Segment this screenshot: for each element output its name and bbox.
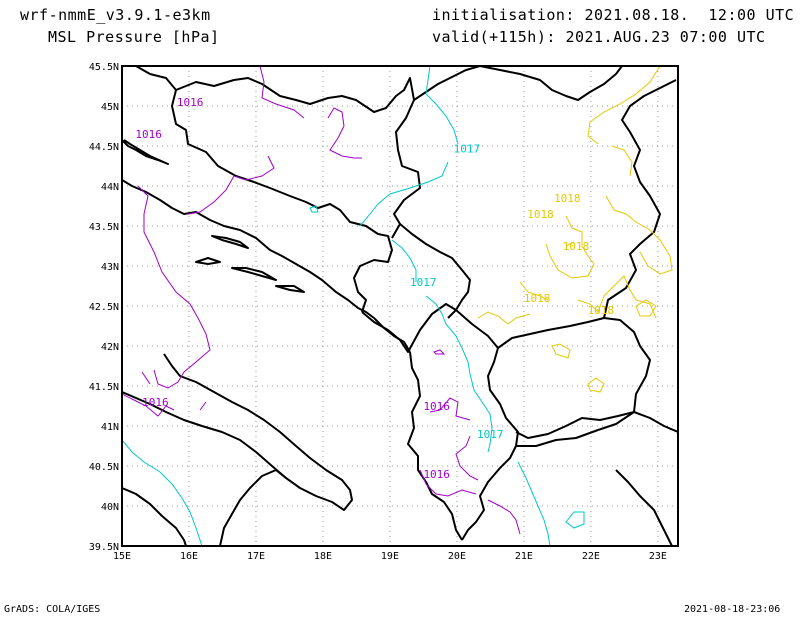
isobar-label: 1016	[423, 400, 450, 413]
isobar-label: 1018	[554, 192, 581, 205]
isobar-1016-albania	[419, 397, 521, 535]
border-serbia-west	[413, 66, 481, 101]
footer-timestamp: 2021-08-18-23:06	[684, 604, 781, 615]
lat-tick-label: 43.5N	[89, 222, 119, 233]
lon-tick-label: 22E	[582, 551, 600, 562]
isobar-1016-north	[259, 66, 362, 159]
coastline-italy	[122, 139, 169, 165]
border-bulgaria	[603, 79, 677, 319]
isobar-1017-south	[517, 461, 551, 546]
lon-tick-label: 23E	[649, 551, 667, 562]
isobar-label: 1018	[563, 240, 590, 253]
border-montenegro	[361, 303, 457, 353]
isobars-1016	[122, 66, 521, 535]
isobars-1018	[477, 66, 673, 393]
lat-tick-label: 41N	[101, 422, 119, 433]
isobar-1018-ring	[551, 343, 571, 359]
lat-tick-label: 43N	[101, 262, 119, 273]
isobar-label: 1016	[142, 396, 169, 409]
valid-time: valid(+115h): 2021.AUG.23 07:00 UTC	[432, 28, 766, 46]
lat-tick-label: 40.5N	[89, 462, 119, 473]
lat-tick-label: 39.5N	[89, 542, 119, 553]
lat-tick-label: 42.5N	[89, 302, 119, 313]
map-frame	[121, 65, 679, 547]
border-north-macedonia	[497, 317, 651, 439]
border-serbia-bosnia	[399, 223, 471, 319]
field-title: MSL Pressure [hPa]	[48, 28, 220, 46]
isobar-1018-center	[545, 215, 595, 279]
lon-tick-label: 15E	[113, 551, 131, 562]
coastline-italy-gulf	[122, 487, 187, 546]
isobar-label: 1017	[454, 142, 481, 155]
isobar-1017-italy	[122, 439, 203, 546]
isobar-1016-small	[433, 349, 446, 355]
isobar-1018-ring2	[587, 377, 605, 393]
coastline-adriatic-north	[122, 179, 411, 353]
isobar-1017-small	[565, 511, 585, 529]
island-2	[195, 257, 221, 265]
lat-tick-label: 45.5N	[89, 62, 119, 73]
lon-tick-label: 20E	[448, 551, 466, 562]
isobar-label: 1017	[477, 428, 504, 441]
border-croatia-bosnia	[135, 66, 393, 313]
island-1	[211, 235, 249, 249]
valid-label: valid(+115h):	[432, 28, 556, 46]
lat-tick-label: 44.5N	[89, 142, 119, 153]
isobar-1018-ne	[587, 66, 673, 275]
footer-credit: GrADS: COLA/IGES	[4, 604, 101, 615]
lat-tick-label: 41.5N	[89, 382, 119, 393]
lat-tick-label: 44N	[101, 182, 119, 193]
isobar-label: 1018	[527, 208, 554, 221]
isobar-1016-west	[137, 185, 211, 389]
isobars-1017	[122, 66, 585, 546]
island-3	[231, 267, 277, 281]
isobar-label: 1018	[524, 292, 551, 305]
model-title: wrf-nmmE_v3.9.1-e3km	[20, 6, 211, 24]
isobar-1017-dot	[309, 205, 319, 213]
isobar-1017-north	[359, 66, 493, 453]
isobar-label: 1016	[135, 128, 162, 141]
lon-tick-label: 18E	[314, 551, 332, 562]
axis-labels: 15E 16E 17E 18E 19E 20E 21E 22E 23E 45.5N 45N 44.5N…	[89, 62, 667, 562]
lon-tick-label: 19E	[381, 551, 399, 562]
isobar-label: 1017	[410, 276, 437, 289]
valid-value: 2021.AUG.23 07:00 UTC	[565, 28, 766, 46]
isobar-labels: 1016101610171018101810181017101810181016…	[135, 96, 614, 481]
lat-tick-label: 42N	[101, 342, 119, 353]
init-value: 2021.08.18. 12:00 UTC	[584, 6, 795, 24]
border-greece	[516, 411, 678, 447]
init-label: initialisation:	[432, 6, 575, 24]
lon-tick-label: 17E	[247, 551, 265, 562]
isobar-1016-central	[187, 155, 275, 215]
init-time: initialisation: 2021.08.18. 12:00 UTC	[432, 6, 794, 24]
coastline-italy-south	[219, 469, 287, 546]
coastline-albania	[407, 351, 463, 541]
lon-tick-label: 21E	[515, 551, 533, 562]
coastlines	[122, 66, 678, 546]
lat-tick-label: 45N	[101, 102, 119, 113]
border-croatia-hungary	[175, 77, 421, 239]
coastline-greece	[615, 469, 673, 546]
coastline-italy-heel	[122, 353, 353, 511]
isobar-1018-ring3	[635, 299, 657, 317]
isobar-1016-italy	[122, 393, 207, 417]
isobar-label: 1016	[423, 468, 450, 481]
lat-tick-label: 40N	[101, 502, 119, 513]
border-serbia-east	[479, 66, 623, 101]
lon-tick-label: 16E	[180, 551, 198, 562]
isobar-label: 1016	[177, 96, 204, 109]
isobar-label: 1018	[588, 304, 615, 317]
island-4	[275, 285, 305, 293]
